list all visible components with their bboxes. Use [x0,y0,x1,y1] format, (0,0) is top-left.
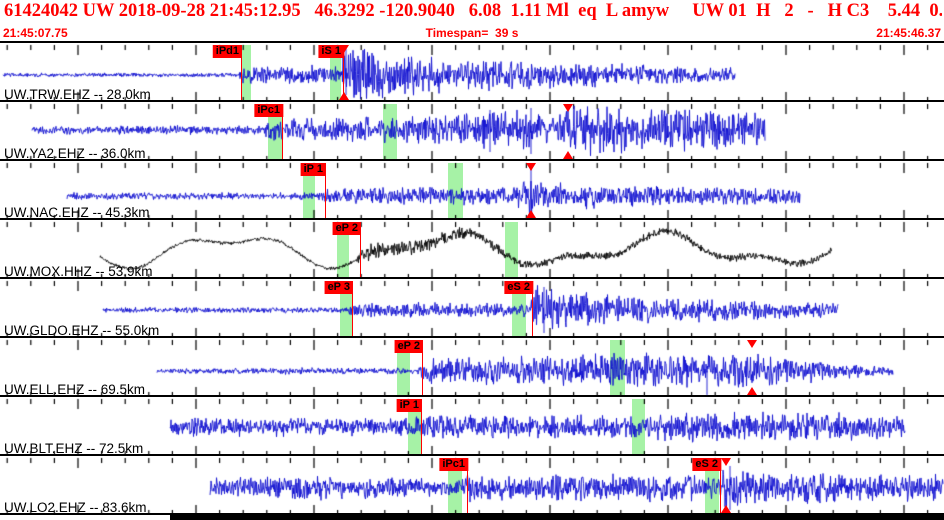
window-end-time: 21:45:46.37 [876,26,941,40]
scrollbar-thumb[interactable] [170,515,944,520]
theoretical-arrival-marker-top [563,104,573,112]
pick-line[interactable] [240,45,242,100]
trace-panels: iPd1 iS 1 UW.TRW.EHZ -- 28.0km iPc1 UW.YA2.E… [0,41,944,515]
pick-line[interactable] [531,281,533,336]
pick-label[interactable]: iPd1 [212,45,242,58]
trace-panel: iPd1 iS 1 UW.TRW.EHZ -- 28.0km [0,41,944,102]
trace-panel: iPc1 eS 2 UW.LO2.EHZ -- 83.6km [0,454,944,515]
station-label: UW.TRW.EHZ -- 28.0km [4,87,151,102]
pick-line[interactable] [342,45,344,100]
pick-line[interactable] [351,281,353,336]
pick-line[interactable] [466,458,468,513]
waveform-canvas[interactable] [0,456,944,515]
trace-panel: iP 1 UW.BLT.EHZ -- 72.5km [0,395,944,456]
theoretical-arrival-marker-bottom [747,387,757,395]
pick-line[interactable] [324,163,326,218]
window-start-time: 21:45:07.75 [3,26,68,40]
theoretical-arrival-marker-bottom [721,505,731,513]
station-label: UW.NAC.EHZ -- 45.3km [4,205,150,220]
pick-label[interactable]: eS 2 [504,281,533,294]
timespan-label: Timespan= 39 s [425,26,519,40]
pick-label[interactable]: iPc1 [254,104,283,117]
pick-line[interactable] [281,104,283,159]
trace-panel: eP 3 eS 2 UW.GLDO.EHZ -- 55.0km [0,277,944,338]
station-label: UW.BLT.EHZ -- 72.5km [4,441,144,456]
pick-line[interactable] [420,399,422,454]
pick-label[interactable]: eP 3 [324,281,353,294]
pick-line[interactable] [719,458,721,513]
theoretical-arrival-marker-bottom [563,151,573,159]
theoretical-arrival-marker-top [747,340,757,348]
waveform-canvas[interactable] [0,397,944,456]
waveform-canvas[interactable] [0,43,944,102]
pick-label[interactable]: eP 2 [332,222,361,235]
theoretical-arrival-marker-top [339,45,349,53]
waveform-canvas[interactable] [0,279,944,338]
trace-panel: eP 2 UW.MOX.HHZ -- 53.9km [0,218,944,279]
pick-label[interactable]: iP 1 [300,163,326,176]
waveform-canvas[interactable] [0,161,944,220]
pick-line[interactable] [421,340,423,395]
theoretical-arrival-marker-bottom [526,210,536,218]
trace-panel: iP 1 UW.NAC.EHZ -- 45.3km [0,159,944,220]
pick-line[interactable] [359,222,361,277]
pick-label[interactable]: iS 1 [318,45,344,58]
theoretical-arrival-marker-top [526,163,536,171]
station-label: UW.ELL.EHZ -- 69.5km [4,382,146,397]
event-header-title: 61424042 UW 2018-09-28 21:45:12.95 46.32… [4,1,942,21]
pick-label[interactable]: eP 2 [394,340,423,353]
pick-label[interactable]: iP 1 [396,399,422,412]
theoretical-arrival-marker-bottom [339,92,349,100]
time-axis-header: 21:45:07.75 Timespan= 39 s 21:45:46.37 [0,26,944,40]
trace-panel: iPc1 UW.YA2.EHZ -- 36.0km [0,100,944,161]
waveform-canvas[interactable] [0,338,944,397]
station-label: UW.GLDO.EHZ -- 55.0km [4,323,160,338]
pick-label[interactable]: iPc1 [439,458,468,471]
station-label: UW.YA2.EHZ -- 36.0km [4,146,146,161]
pick-label[interactable]: eS 2 [692,458,721,471]
theoretical-arrival-marker-top [721,458,731,466]
trace-panel: eP 2 UW.ELL.EHZ -- 69.5km [0,336,944,397]
waveform-canvas[interactable] [0,102,944,161]
waveform-canvas[interactable] [0,220,944,279]
station-label: UW.LO2.EHZ -- 83.6km [4,500,147,515]
station-label: UW.MOX.HHZ -- 53.9km [4,264,153,279]
